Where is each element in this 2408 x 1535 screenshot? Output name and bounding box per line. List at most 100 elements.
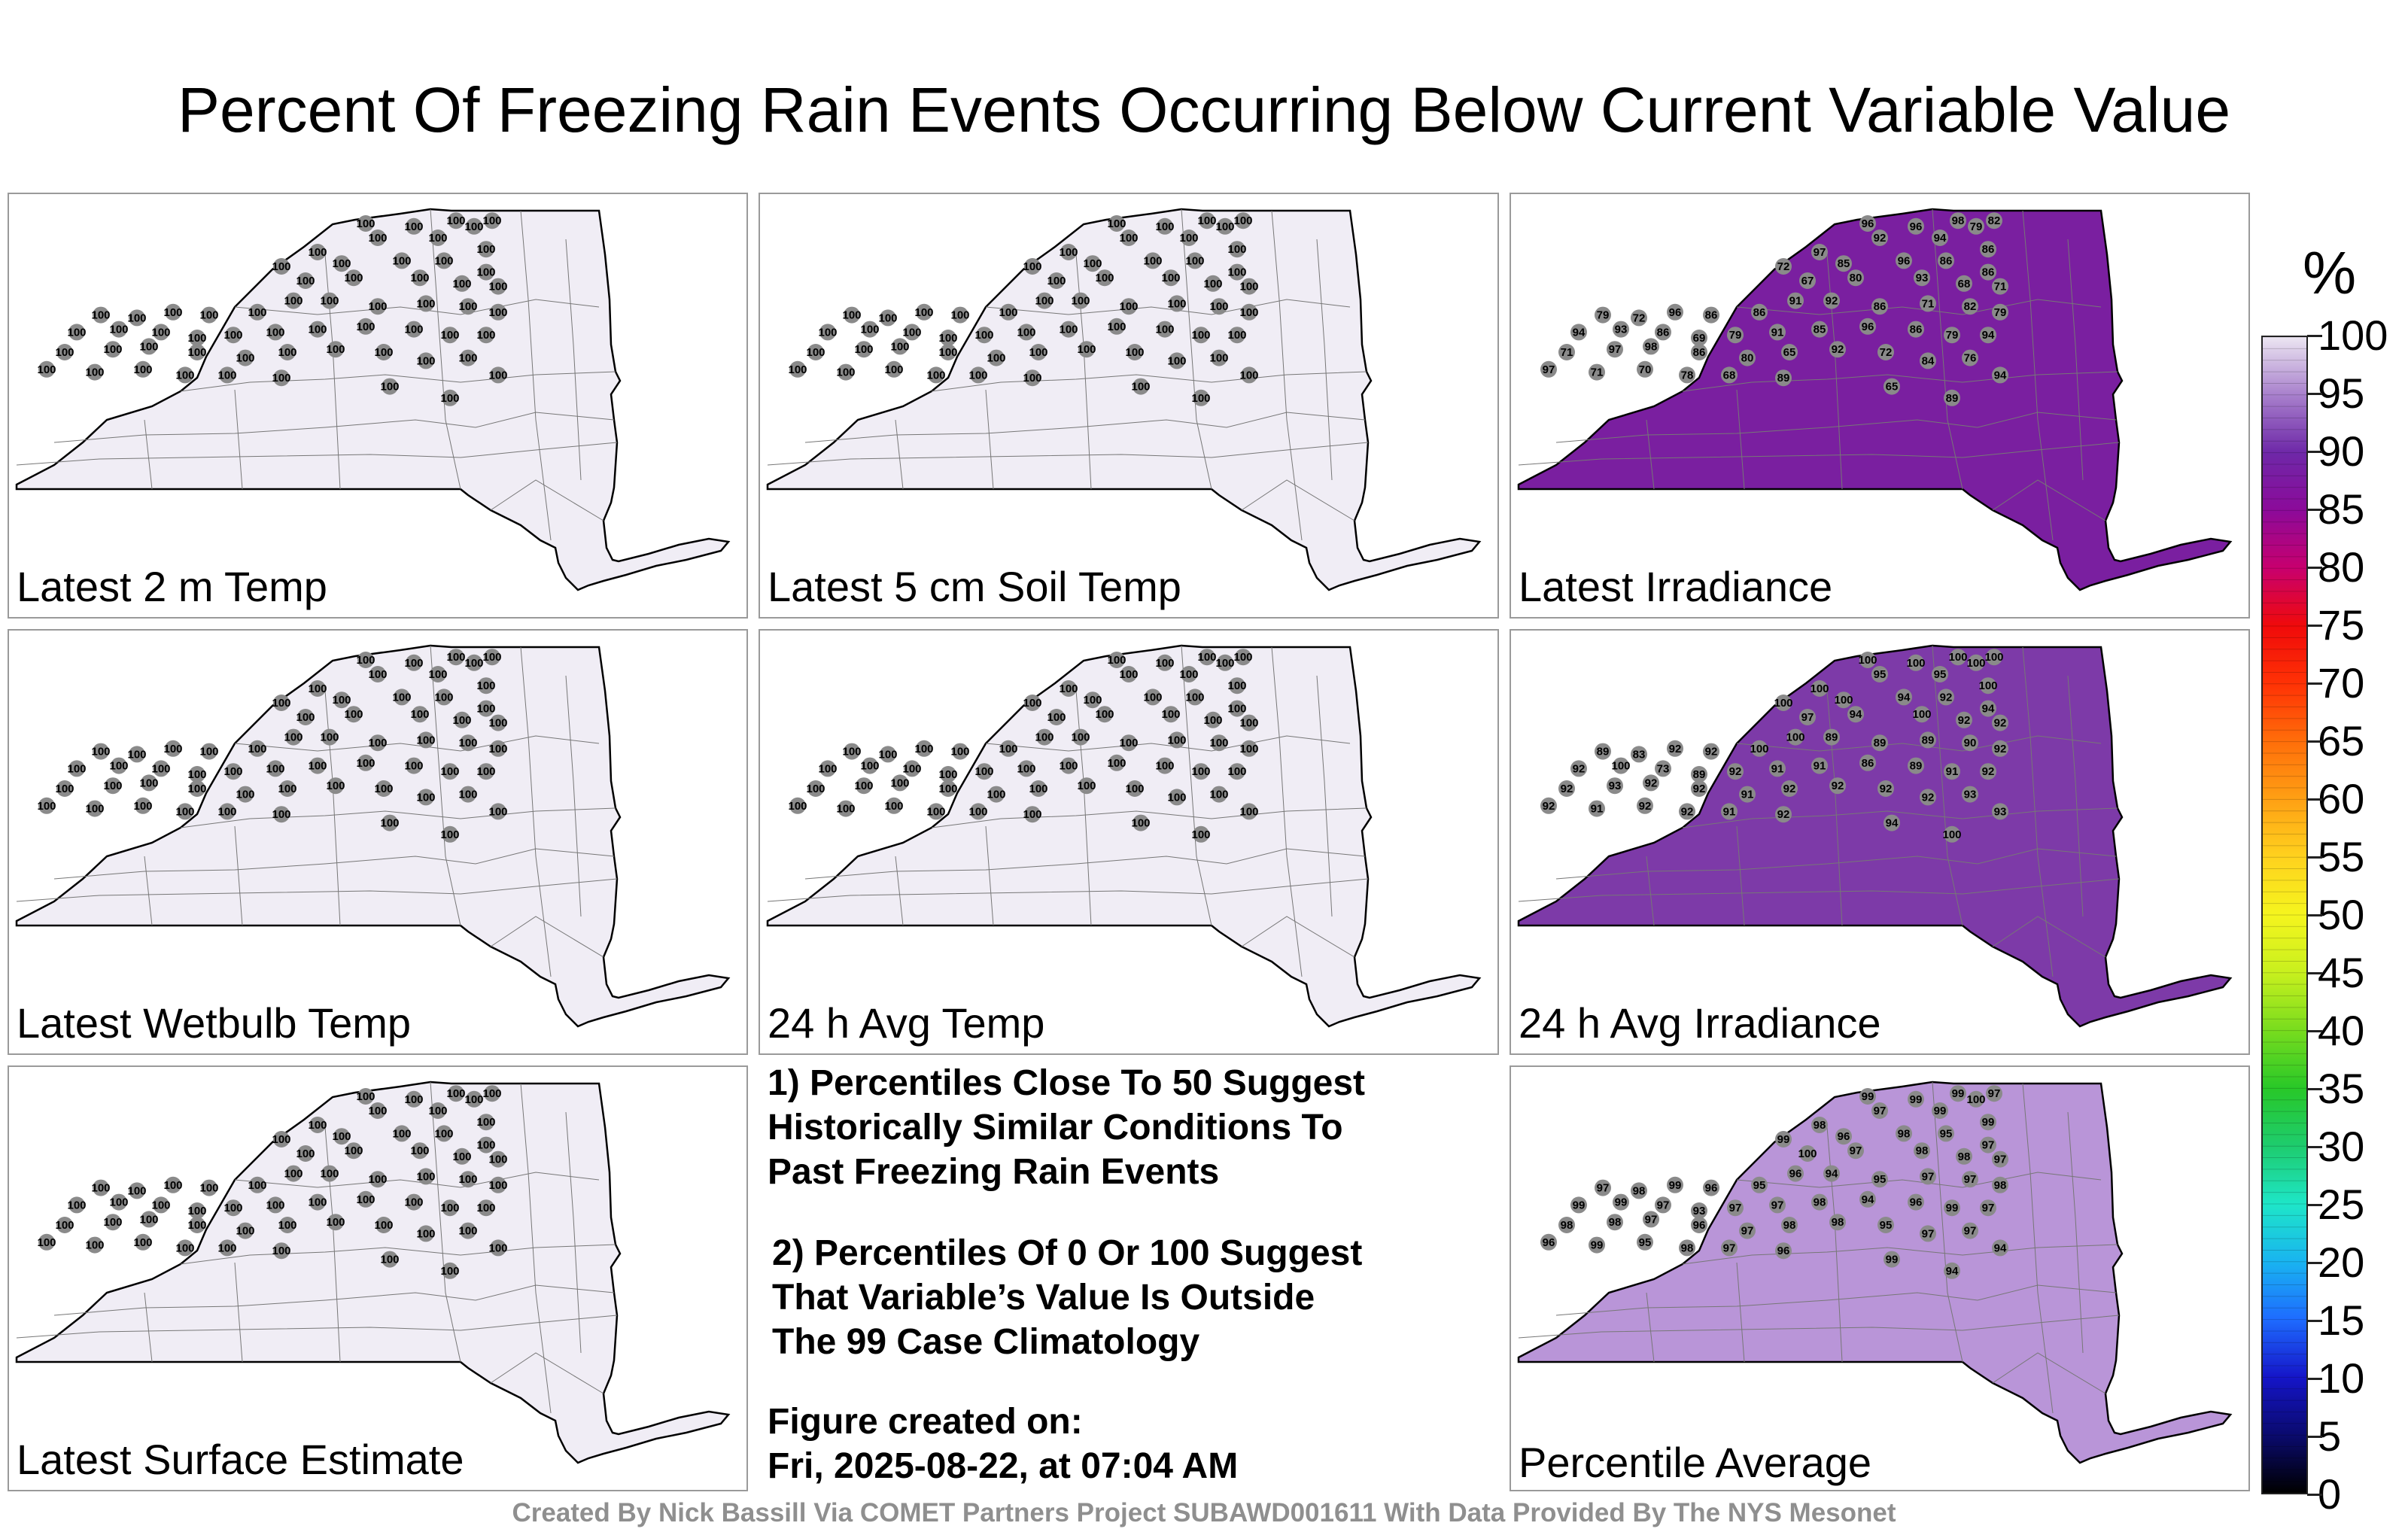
created-date: Fri, 2025-08-22, at 07:04 AM bbox=[768, 1446, 1239, 1486]
station-value: 100 bbox=[1227, 679, 1246, 692]
station-value: 100 bbox=[1167, 791, 1186, 804]
station-marker: 100 bbox=[1059, 321, 1078, 338]
station-marker: 100 bbox=[85, 800, 105, 817]
station-value: 96 bbox=[1669, 306, 1682, 319]
station-value: 100 bbox=[1023, 372, 1041, 385]
station-marker: 78 bbox=[1679, 366, 1695, 384]
station-marker: 100 bbox=[175, 803, 195, 820]
county-line bbox=[1241, 479, 1355, 521]
county-line bbox=[16, 878, 618, 902]
station-value: 100 bbox=[1239, 369, 1258, 381]
station-marker: 100 bbox=[987, 786, 1006, 803]
station-value: 100 bbox=[236, 1225, 254, 1238]
station-value: 97 bbox=[1609, 343, 1622, 356]
panel-label: Latest 2 m Temp bbox=[17, 563, 327, 610]
station-marker: 100 bbox=[458, 349, 478, 366]
station-value: 96 bbox=[1693, 1219, 1706, 1232]
station-value: 96 bbox=[1898, 254, 1911, 267]
station-marker: 98 bbox=[1811, 1193, 1828, 1211]
station-value: 100 bbox=[296, 275, 315, 287]
station-value: 100 bbox=[151, 762, 170, 775]
station-value: 90 bbox=[1964, 737, 1977, 749]
station-value: 100 bbox=[1143, 254, 1162, 267]
station-marker: 96 bbox=[1835, 1128, 1852, 1145]
station-marker: 96 bbox=[1859, 215, 1876, 232]
station-value: 100 bbox=[482, 214, 501, 227]
station-value: 91 bbox=[1771, 762, 1784, 775]
colorbar-tick-label: 45 bbox=[2318, 949, 2365, 996]
station-value: 100 bbox=[854, 343, 873, 356]
station-value: 96 bbox=[1543, 1236, 1555, 1249]
station-marker: 97 bbox=[1607, 341, 1623, 358]
station-marker: 100 bbox=[884, 360, 904, 378]
station-value: 100 bbox=[217, 369, 236, 381]
station-marker: 100 bbox=[1155, 757, 1175, 774]
station-value: 94 bbox=[1898, 691, 1911, 704]
county-line bbox=[931, 371, 1367, 392]
station-value: 100 bbox=[1017, 326, 1035, 339]
station-value: 100 bbox=[1239, 281, 1258, 293]
station-marker: 100 bbox=[1029, 344, 1048, 360]
station-marker: 100 bbox=[842, 306, 862, 324]
station-marker: 100 bbox=[1119, 229, 1139, 246]
station-marker: 100 bbox=[1047, 709, 1066, 725]
station-marker: 100 bbox=[458, 786, 478, 803]
station-value: 100 bbox=[1197, 651, 1216, 664]
station-value: 100 bbox=[1810, 682, 1829, 695]
station-value: 100 bbox=[139, 1213, 158, 1226]
station-value: 100 bbox=[1858, 654, 1877, 667]
station-marker: 100 bbox=[476, 1114, 496, 1131]
station-marker: 100 bbox=[133, 1233, 153, 1251]
station-value: 100 bbox=[368, 300, 387, 313]
station-value: 99 bbox=[1777, 1133, 1790, 1146]
station-marker: 100 bbox=[1047, 272, 1066, 289]
station-marker: 97 bbox=[1992, 1150, 2008, 1168]
station-marker: 79 bbox=[1968, 217, 1984, 235]
station-value: 100 bbox=[308, 1119, 327, 1132]
state-outline bbox=[1517, 644, 2233, 1028]
station-marker: 96 bbox=[1691, 1217, 1707, 1233]
station-value: 100 bbox=[987, 352, 1005, 365]
station-marker: 89 bbox=[1775, 369, 1792, 387]
station-marker: 99 bbox=[1613, 1193, 1629, 1211]
station-value: 72 bbox=[1880, 346, 1893, 359]
station-marker: 86 bbox=[1859, 754, 1876, 771]
county-line bbox=[1992, 479, 2106, 521]
station-marker: 100 bbox=[103, 777, 123, 795]
station-value: 100 bbox=[1035, 731, 1054, 744]
station-value: 92 bbox=[1543, 800, 1555, 813]
station-marker: 100 bbox=[1059, 680, 1078, 697]
station-value: 100 bbox=[1191, 392, 1210, 405]
station-value: 94 bbox=[1573, 326, 1586, 339]
station-value: 98 bbox=[1898, 1127, 1911, 1140]
station-value: 97 bbox=[1543, 363, 1555, 376]
station-value: 100 bbox=[392, 254, 411, 267]
station-value: 100 bbox=[404, 760, 423, 773]
station-value: 100 bbox=[1191, 765, 1210, 778]
station-marker: 99 bbox=[1932, 1102, 1948, 1119]
station-value: 100 bbox=[109, 1196, 128, 1209]
station-value: 100 bbox=[248, 306, 266, 319]
station-value: 95 bbox=[1639, 1236, 1652, 1249]
station-marker: 100 bbox=[902, 760, 922, 777]
station-value: 100 bbox=[284, 731, 303, 744]
colorbar-tick-label: 50 bbox=[2318, 891, 2365, 938]
station-marker: 92 bbox=[1643, 774, 1659, 792]
station-value: 100 bbox=[356, 217, 375, 230]
station-value: 100 bbox=[416, 297, 435, 310]
station-value: 82 bbox=[1988, 214, 2001, 227]
station-marker: 86 bbox=[1980, 241, 1996, 258]
station-value: 65 bbox=[1783, 346, 1796, 359]
colorbar-tick bbox=[2307, 682, 2322, 685]
station-value: 100 bbox=[884, 800, 903, 813]
station-value: 79 bbox=[1946, 329, 1959, 342]
station-value: 100 bbox=[1227, 266, 1246, 279]
station-marker: 92 bbox=[1540, 797, 1557, 814]
station-marker: 100 bbox=[344, 1142, 363, 1160]
station-marker: 100 bbox=[326, 1214, 345, 1231]
station-marker: 100 bbox=[272, 1242, 291, 1260]
station-value: 100 bbox=[476, 765, 495, 778]
county-line bbox=[1518, 878, 2120, 902]
county-line bbox=[53, 848, 615, 880]
station-value: 100 bbox=[296, 1147, 315, 1160]
